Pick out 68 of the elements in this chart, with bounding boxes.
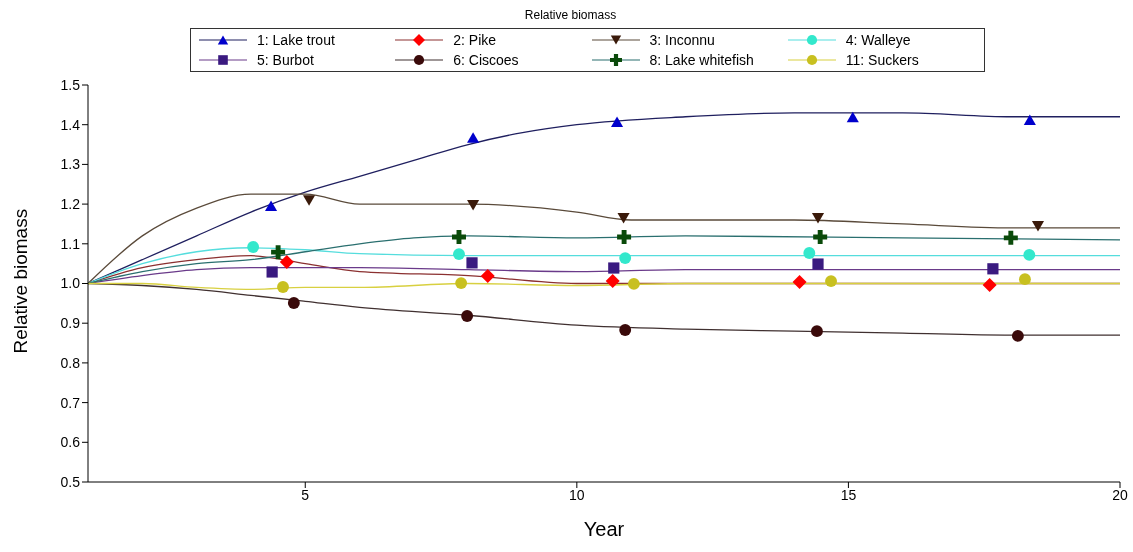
point bbox=[605, 274, 620, 289]
y-axis-title: Relative biomass bbox=[9, 208, 31, 354]
legend-label: 11: Suckers bbox=[845, 52, 919, 68]
point bbox=[467, 199, 480, 211]
line-series bbox=[88, 235, 1120, 285]
chart-title: Relative biomass bbox=[523, 8, 618, 22]
y-tick-label: 1.5 bbox=[60, 76, 81, 93]
point bbox=[455, 277, 468, 290]
point bbox=[825, 275, 837, 288]
point bbox=[982, 278, 997, 293]
point bbox=[279, 255, 294, 270]
legend-label: 2: Pike bbox=[453, 32, 497, 48]
point bbox=[480, 268, 495, 283]
y-tick-label: 0.9 bbox=[60, 315, 81, 332]
point bbox=[1031, 220, 1045, 232]
legend-label: 3: Inconnu bbox=[649, 32, 715, 48]
y-tick-label: 1.1 bbox=[60, 235, 81, 252]
point bbox=[627, 277, 640, 290]
y-tick-label: 0.8 bbox=[60, 354, 81, 371]
y-tick-label: 0.6 bbox=[60, 434, 81, 451]
point bbox=[303, 195, 316, 206]
point bbox=[1023, 114, 1036, 125]
y-tick-label: 1.2 bbox=[60, 196, 81, 213]
point bbox=[617, 212, 630, 224]
point bbox=[451, 230, 466, 245]
point bbox=[803, 246, 816, 259]
point bbox=[987, 263, 999, 275]
x-tick-label: 10 bbox=[569, 486, 585, 503]
point bbox=[247, 241, 260, 253]
legend-label: 6: Ciscoes bbox=[453, 52, 519, 68]
point bbox=[810, 325, 823, 338]
point bbox=[1019, 273, 1031, 286]
point bbox=[277, 281, 289, 294]
point bbox=[813, 230, 828, 245]
y-tick-label: 1.3 bbox=[60, 156, 81, 173]
point bbox=[467, 132, 480, 143]
y-tick-label: 1.4 bbox=[60, 116, 81, 133]
point bbox=[1023, 248, 1036, 261]
point bbox=[271, 245, 286, 260]
point bbox=[1011, 329, 1024, 342]
point bbox=[792, 274, 807, 289]
point bbox=[619, 252, 632, 265]
legend-label: 1: Lake trout bbox=[257, 32, 335, 48]
point bbox=[608, 262, 620, 274]
line-series bbox=[88, 193, 1120, 285]
legend-label: 5: Burbot bbox=[257, 52, 314, 68]
point bbox=[1003, 230, 1018, 245]
x-tick-label: 15 bbox=[840, 486, 857, 503]
point bbox=[461, 310, 474, 322]
legend-label: 4: Walleye bbox=[845, 32, 911, 48]
point bbox=[266, 266, 278, 278]
point bbox=[610, 116, 624, 127]
x-axis-title: Year bbox=[583, 518, 625, 540]
point bbox=[619, 324, 632, 336]
y-tick-label: 0.7 bbox=[60, 394, 81, 411]
point bbox=[466, 257, 478, 269]
y-tick-label: 1.0 bbox=[60, 275, 81, 292]
point bbox=[264, 200, 278, 212]
x-tick-label: 20 bbox=[1112, 486, 1128, 503]
legend-label: 8: Lake whitefish bbox=[649, 52, 754, 68]
y-tick-label: 0.5 bbox=[60, 473, 81, 490]
point bbox=[617, 230, 632, 245]
point bbox=[811, 212, 825, 224]
point bbox=[287, 297, 300, 309]
point bbox=[846, 111, 859, 123]
x-tick-label: 5 bbox=[301, 486, 310, 503]
point bbox=[453, 248, 465, 261]
point bbox=[812, 258, 824, 270]
